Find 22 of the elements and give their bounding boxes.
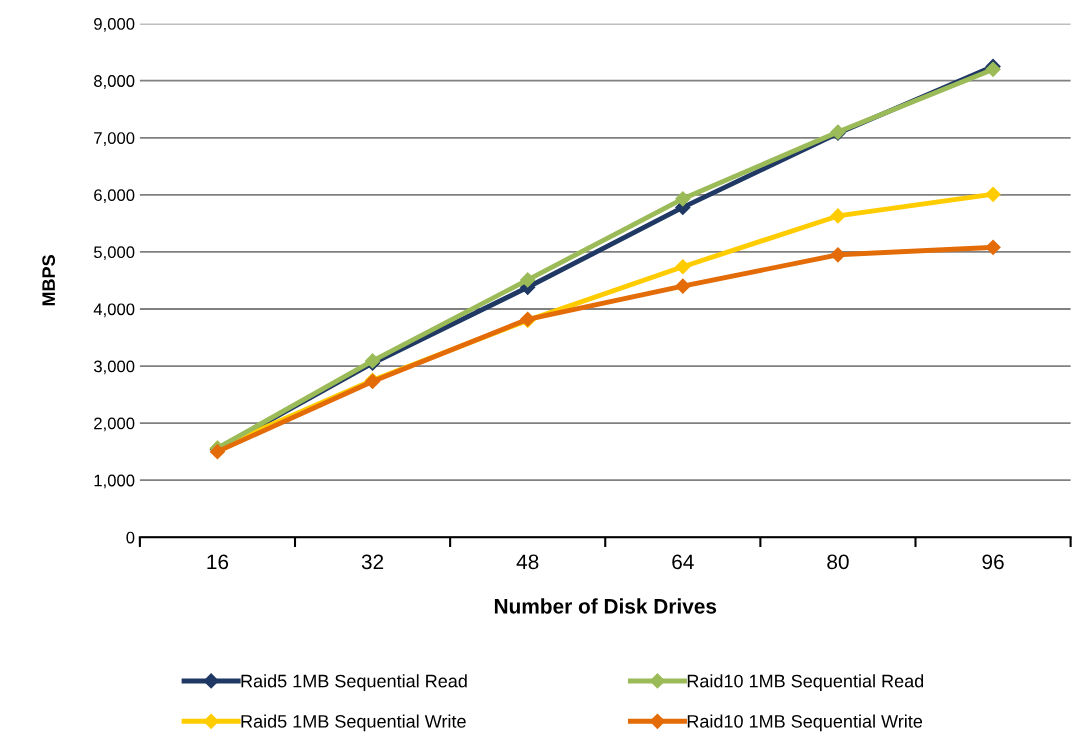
y-tick-label: 9,000 xyxy=(94,18,135,32)
x-tick-label: 48 xyxy=(516,554,539,570)
y-tick-label: 0 xyxy=(126,531,135,544)
x-tick-label: 16 xyxy=(207,554,229,570)
y-tick-label: 4,000 xyxy=(93,303,135,318)
y-tick-label: 7,000 xyxy=(94,132,135,146)
y-tick-label: 5,000 xyxy=(93,246,135,261)
y-tick-label: 6,000 xyxy=(94,189,135,204)
x-tick-label: 32 xyxy=(361,554,384,570)
x-tick-label: 64 xyxy=(672,554,694,570)
x-tick-label: 96 xyxy=(982,554,1004,570)
x-tick-label: 80 xyxy=(827,554,849,570)
y-tick-label: 2,000 xyxy=(94,417,135,432)
x-axis-title: Number of Disk Drives xyxy=(494,598,717,614)
legend-label: Raid10 1MB Sequential Write xyxy=(687,714,923,732)
legend-label: Raid5 1MB Sequential Read xyxy=(241,674,467,692)
y-tick-label: 8,000 xyxy=(94,75,135,89)
legend-label: Raid10 1MB Sequential Read xyxy=(687,674,924,692)
legend-label: Raid5 1MB Sequential Write xyxy=(241,714,466,732)
y-tick-label: 3,000 xyxy=(93,360,135,375)
y-tick-label: 1,000 xyxy=(94,474,135,489)
y-axis-title: MBPS xyxy=(42,255,56,306)
